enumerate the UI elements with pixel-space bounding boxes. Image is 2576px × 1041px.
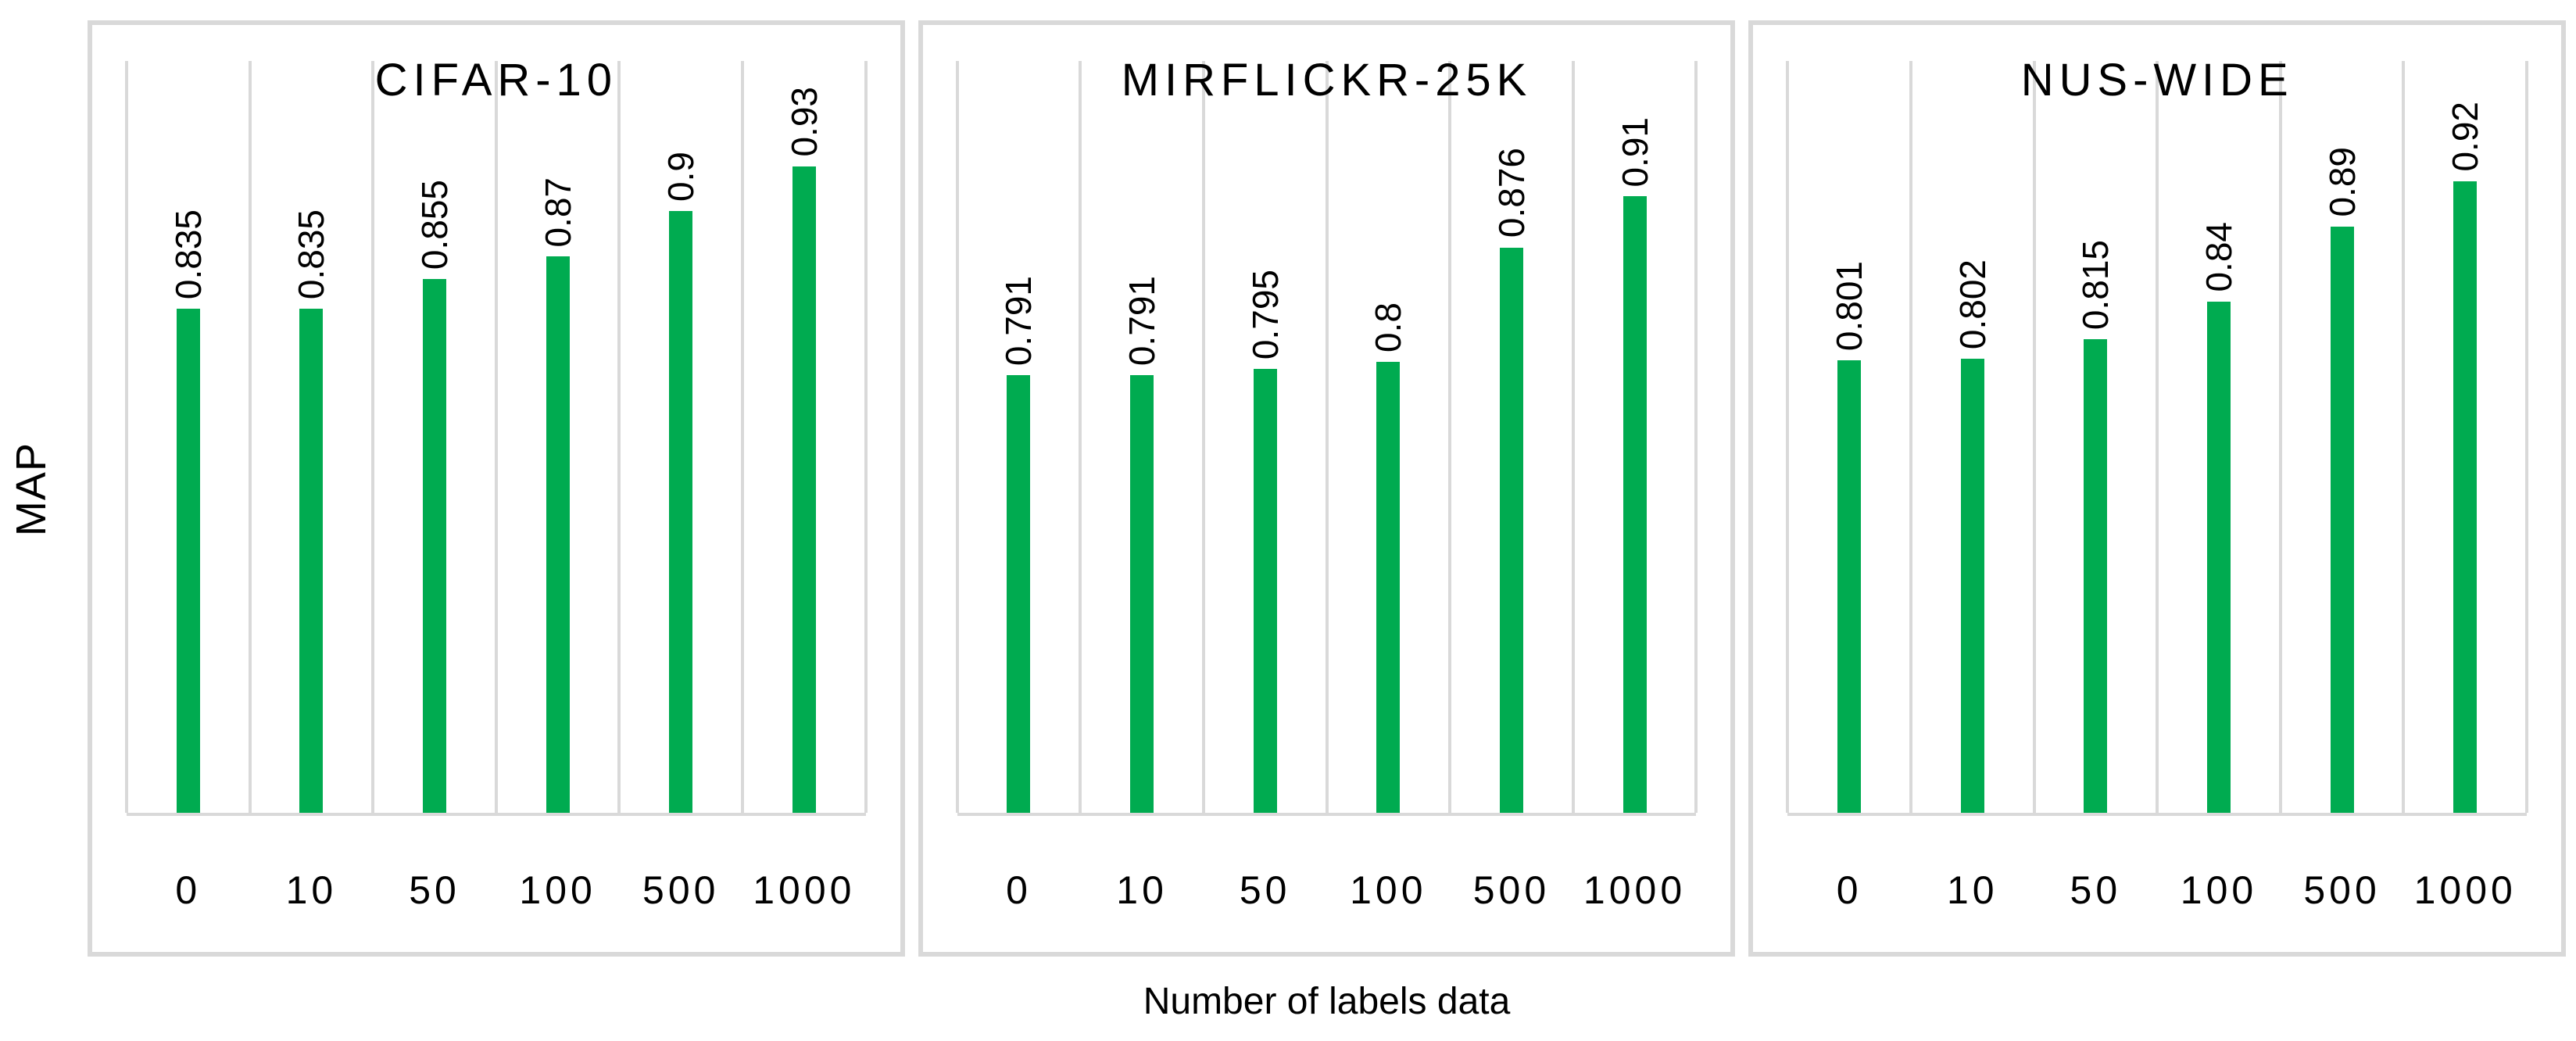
gridline	[1079, 61, 1082, 813]
x-tick-label: 10	[1116, 868, 1168, 912]
bar-value-label: 0.815	[2075, 239, 2116, 330]
bar	[669, 211, 693, 813]
bar	[1130, 375, 1154, 813]
x-tick-label: 0	[1836, 868, 1862, 912]
bar	[423, 278, 447, 813]
gridline	[2156, 61, 2159, 813]
bar	[1376, 361, 1401, 813]
bar	[2330, 226, 2354, 813]
x-tick-label: 0	[1006, 868, 1032, 912]
bar	[1253, 369, 1277, 813]
plot-area: CIFAR-10 0.835 0.835 0.855 0.87 0.9 0.93	[125, 55, 868, 816]
bar-value-label: 0.795	[1244, 270, 1286, 360]
bar-value-label: 0.87	[537, 177, 578, 248]
bar	[1007, 375, 1031, 813]
x-tick-label: 1000	[753, 868, 856, 912]
gridline	[2525, 61, 2529, 813]
chart-panel-nus-wide: NUS-WIDE 0.801 0.802 0.815 0.84 0.89 0.92 0 10 50…	[1748, 20, 2567, 957]
x-tick-label: 500	[642, 868, 720, 912]
gridline	[494, 61, 498, 813]
x-axis-ticks: 0 10 50 100 500 1000	[127, 816, 866, 949]
chart-panel-mirflickr-25k: MIRFLICKR-25K 0.791 0.791 0.795 0.8 0.876 0.91…	[918, 20, 1736, 957]
bar-value-label: 0.801	[1829, 260, 1870, 351]
bar-value-label: 0.9	[660, 152, 702, 202]
bar	[1837, 360, 1862, 813]
bar-value-label: 0.8	[1368, 302, 1409, 352]
gridline	[617, 61, 621, 813]
bar	[176, 309, 200, 813]
x-tick-label: 500	[2303, 868, 2381, 912]
gridline	[2278, 61, 2282, 813]
x-tick-label: 100	[519, 868, 596, 912]
gridline	[371, 61, 375, 813]
bar-value-label: 0.84	[2198, 222, 2239, 292]
bar	[2206, 301, 2231, 813]
bar-value-label: 0.89	[2321, 147, 2363, 217]
bar	[546, 256, 570, 813]
bar-value-label: 0.876	[1490, 148, 1532, 238]
x-tick-label: 100	[2180, 868, 2258, 912]
x-axis-label: Number of labels data	[1143, 981, 1511, 1022]
x-tick-label: 10	[1946, 868, 1998, 912]
gridline	[1571, 61, 1575, 813]
gridline	[741, 61, 745, 813]
gridline	[1909, 61, 1912, 813]
x-tick-label: 100	[1350, 868, 1427, 912]
panel-title: MIRFLICKR-25K	[1121, 55, 1533, 106]
gridline	[248, 61, 252, 813]
x-axis-ticks: 0 10 50 100 500 1000	[957, 816, 1697, 949]
panel-title: CIFAR-10	[374, 55, 617, 106]
bar	[1623, 196, 1647, 813]
gridline	[1448, 61, 1452, 813]
y-axis-label: MAP	[8, 442, 55, 537]
bar-value-label: 0.802	[1952, 259, 1993, 349]
x-tick-label: 500	[1472, 868, 1551, 912]
gridline	[2402, 61, 2406, 813]
x-tick-label: 10	[285, 868, 338, 912]
plot-area: NUS-WIDE 0.801 0.802 0.815 0.84 0.89 0.92	[1786, 55, 2529, 816]
x-tick-label: 50	[2070, 868, 2122, 912]
bar-value-label: 0.91	[1614, 116, 1655, 188]
gridline	[955, 61, 959, 813]
bar	[792, 166, 816, 813]
gridline	[864, 61, 868, 813]
gridline	[1694, 61, 1698, 813]
bar	[1499, 247, 1523, 813]
bar-value-label: 0.93	[783, 87, 825, 157]
bar-value-label: 0.835	[167, 209, 209, 300]
bar	[2084, 338, 2108, 813]
bar-value-label: 0.835	[291, 209, 332, 300]
panels-row: CIFAR-10 0.835 0.835 0.855 0.87 0.9 0.93 0 10 50 1…	[88, 20, 2567, 957]
x-axis-ticks: 0 10 50 100 500 1000	[1787, 816, 2527, 949]
plot-area: MIRFLICKR-25K 0.791 0.791 0.795 0.8 0.876 0.91	[955, 55, 1698, 816]
bar-value-label: 0.791	[1122, 276, 1163, 367]
gridline	[125, 61, 128, 813]
x-tick-label: 1000	[1583, 868, 1687, 912]
bar	[1960, 358, 1984, 813]
gridline	[1325, 61, 1329, 813]
gridline	[1786, 61, 1790, 813]
bar	[299, 309, 324, 813]
bar-value-label: 0.855	[414, 179, 456, 270]
x-tick-label: 50	[1239, 868, 1291, 912]
x-tick-label: 50	[409, 868, 460, 912]
x-tick-label: 1000	[2413, 868, 2517, 912]
gridline	[1201, 61, 1205, 813]
bar	[2453, 181, 2478, 813]
bar-value-label: 0.791	[998, 276, 1039, 367]
gridline	[2032, 61, 2036, 813]
x-tick-label: 0	[175, 868, 202, 912]
panel-title: NUS-WIDE	[2020, 55, 2294, 106]
bar-value-label: 0.92	[2445, 102, 2486, 172]
chart-panel-cifar-10: CIFAR-10 0.835 0.835 0.855 0.87 0.9 0.93 0 10 50 1…	[88, 20, 905, 957]
